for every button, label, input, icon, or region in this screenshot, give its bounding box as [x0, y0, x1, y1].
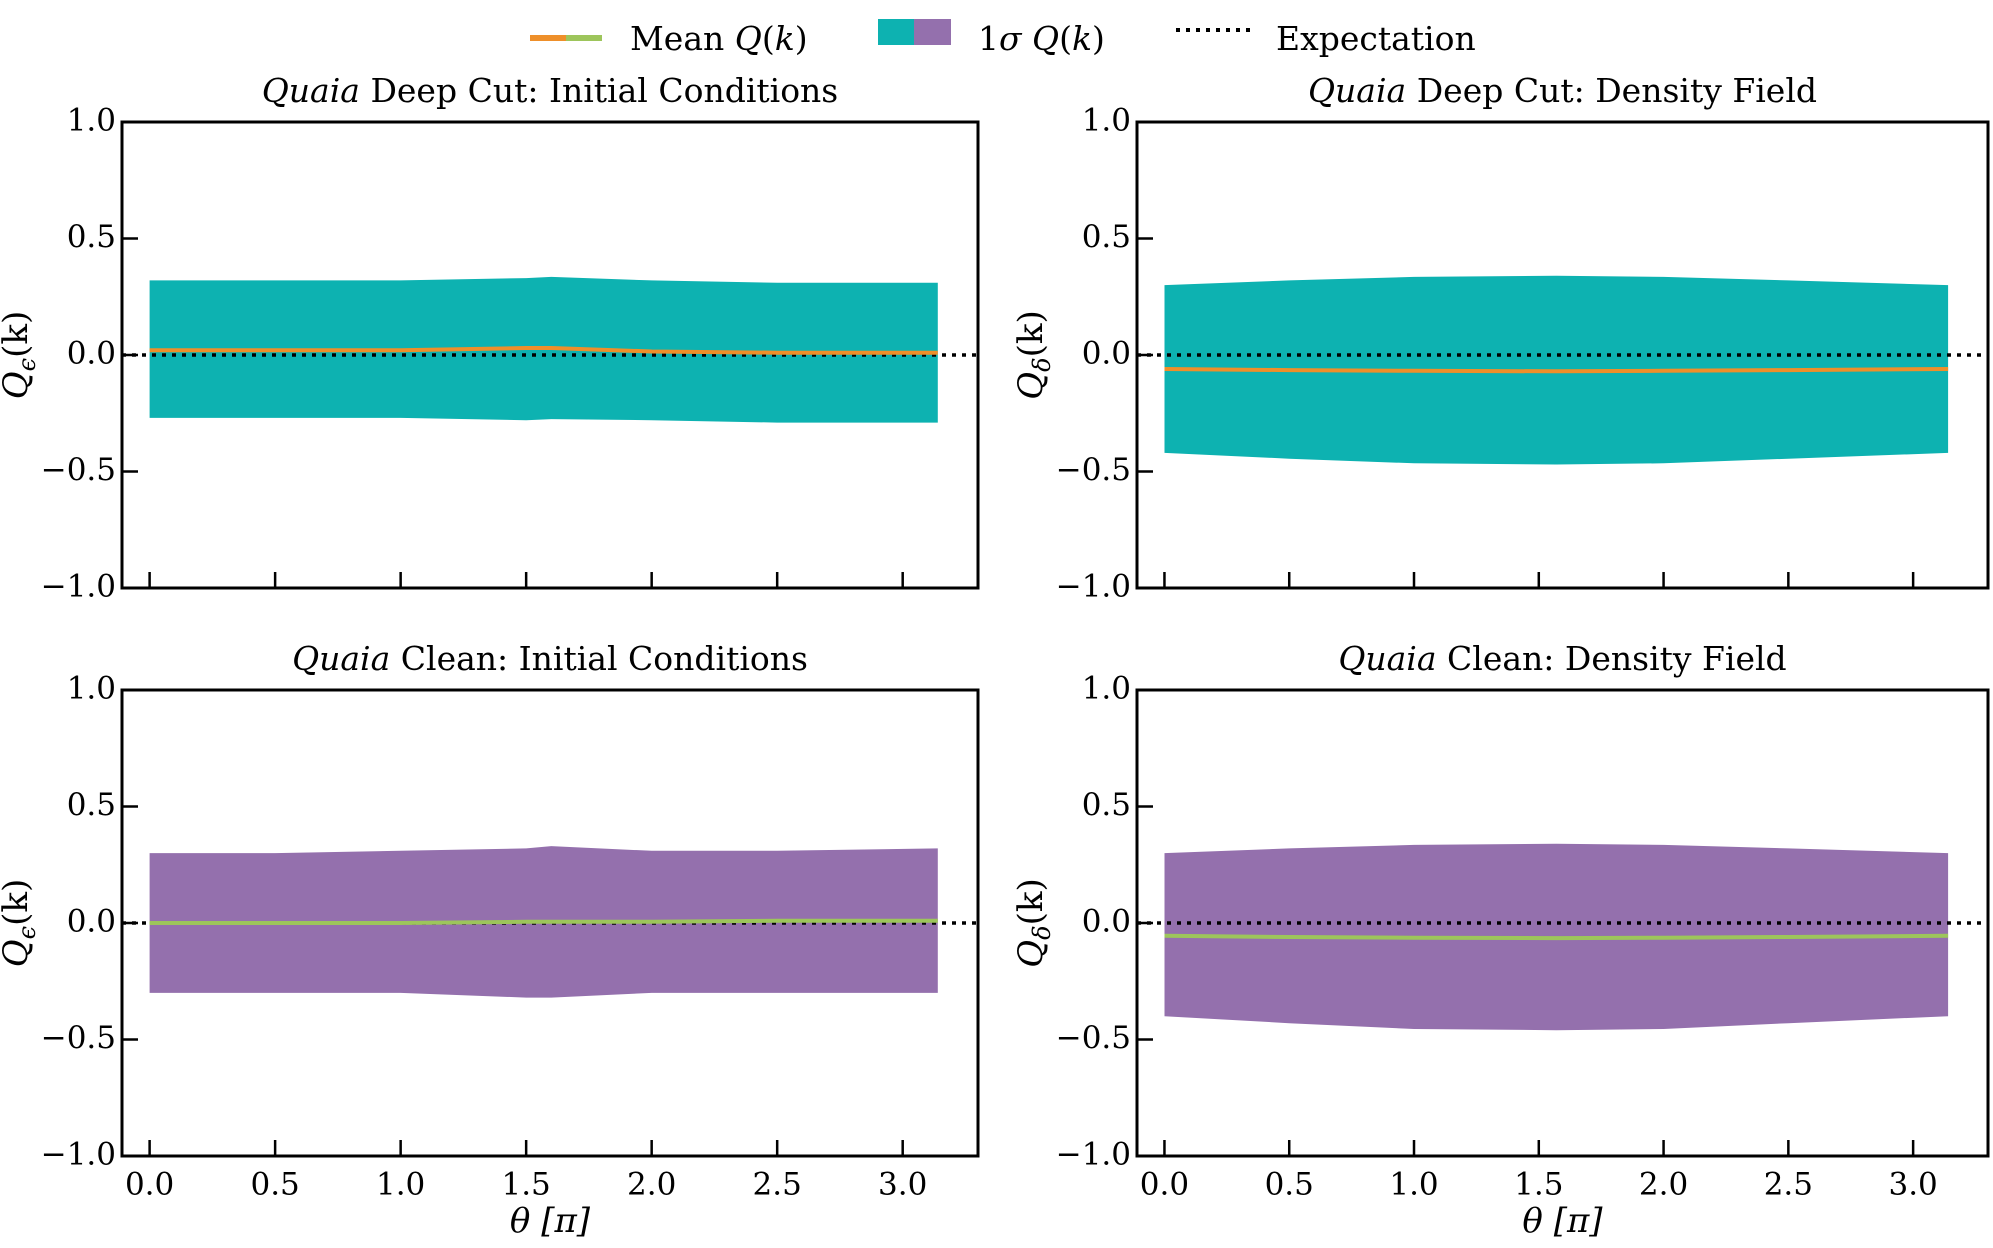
x-tick-label: 0.0: [125, 1167, 174, 1203]
y-tick-label: −0.5: [41, 452, 116, 488]
y-axis-label: Qδ(k): [1011, 878, 1056, 967]
y-tick-label: 1.0: [67, 671, 116, 707]
legend-mean-label: Mean Q(k): [630, 19, 808, 58]
y-tick-label: −1.0: [41, 1137, 116, 1173]
panel-title: Quaia Deep Cut: Density Field: [1308, 71, 1817, 110]
x-axis-label: θ [π]: [510, 1201, 591, 1241]
y-tick-label: 0.5: [67, 219, 116, 255]
x-tick-label: 3.0: [1888, 1167, 1937, 1203]
x-tick-label: 1.0: [376, 1167, 425, 1203]
y-tick-label: −0.5: [1056, 1020, 1131, 1056]
y-tick-label: 1.0: [1082, 671, 1131, 707]
panel-title: Quaia Clean: Density Field: [1338, 639, 1786, 678]
mean-line: [149, 918, 938, 925]
legend-expectation-label: Expectation: [1276, 19, 1476, 58]
y-tick-label: 0.0: [1082, 336, 1131, 372]
x-tick-label: 3.0: [878, 1167, 927, 1203]
y-axis-label: Qϵ(k): [0, 879, 41, 967]
y-axis-label: Qδ(k): [1011, 310, 1056, 399]
panel-clean-initial: 1.00.50.0−0.5−1.00.0 0.5 1.0 1.5 2.0 2.5 3.0Qu…: [0, 639, 980, 1241]
panel-deep-initial: 1.0 0.5 0.0 −0.5 −1.0 Quaia Deep Cut: Initial…: [0, 71, 980, 605]
legend-band-swatch: [878, 19, 951, 45]
y-tick-label: −0.5: [1056, 452, 1131, 488]
mean-line: [1164, 933, 1949, 941]
panel-title: Quaia Clean: Initial Conditions: [292, 639, 808, 678]
x-tick-label: 0.5: [250, 1167, 299, 1203]
y-tick-label: 0.0: [67, 904, 116, 940]
x-axis-label: θ [π]: [1522, 1201, 1603, 1241]
legend-band-label: 1σ Q(k): [978, 19, 1105, 58]
panel-title: Quaia Deep Cut: Initial Conditions: [262, 71, 839, 110]
x-tick-label: 1.0: [1389, 1167, 1438, 1203]
mean-line: [1164, 367, 1949, 374]
y-tick-label: −0.5: [41, 1020, 116, 1056]
mean-line: [149, 346, 938, 355]
y-axis-label: Qϵ(k): [0, 311, 41, 399]
x-tick-label: 0.0: [1140, 1167, 1189, 1203]
x-tick-label: 0.5: [1265, 1167, 1314, 1203]
panels: 1.0 0.5 0.0 −0.5 −1.0 Quaia Deep Cut: Initial…: [0, 71, 1990, 1241]
panel-deep-density: 1.0 0.5 0.0 −0.5 −1.0 Quaia Deep Cut: Density…: [1011, 71, 1990, 605]
x-tick-label: 2.5: [1764, 1167, 1813, 1203]
y-tick-label: 0.5: [67, 787, 116, 823]
y-tick-label: 1.0: [67, 103, 116, 139]
y-tick-label: −1.0: [1056, 1137, 1131, 1173]
x-tick-label: 1.5: [1514, 1167, 1563, 1203]
y-tick-label: 0.0: [1082, 904, 1131, 940]
panel-clean-density: 1.00.50.0−0.5−1.00.0 0.5 1.0 1.5 2.0 2.5 3.0Qu…: [1011, 639, 1990, 1241]
legend: Mean Q(k) 1σ Q(k) Expectation: [530, 19, 1476, 58]
legend-band-deep: [878, 19, 914, 45]
y-tick-label: 1.0: [1082, 103, 1131, 139]
y-tick-label: 0.5: [1082, 219, 1131, 255]
x-tick-label: 1.5: [501, 1167, 550, 1203]
y-tick-label: −1.0: [41, 569, 116, 605]
x-tick-label: 2.0: [1639, 1167, 1688, 1203]
x-tick-label: 2.5: [753, 1167, 802, 1203]
legend-band-clean: [914, 19, 951, 45]
y-tick-label: 0.5: [1082, 787, 1131, 823]
x-tick-label: 2.0: [627, 1167, 676, 1203]
y-tick-label: 0.0: [67, 336, 116, 372]
y-tick-label: −1.0: [1056, 569, 1131, 605]
